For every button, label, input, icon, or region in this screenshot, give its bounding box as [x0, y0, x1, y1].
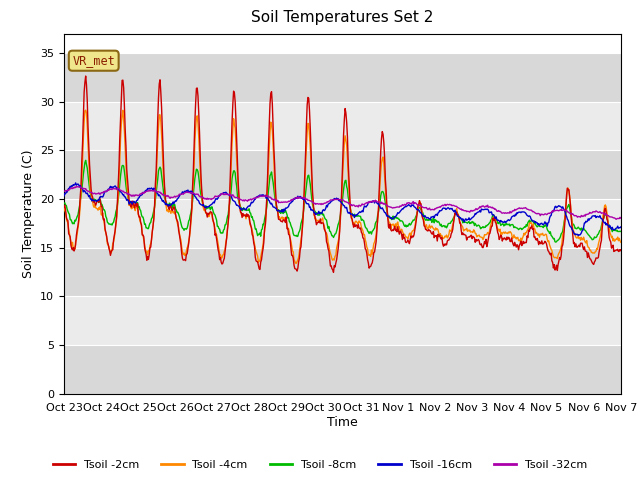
Title: Soil Temperatures Set 2: Soil Temperatures Set 2	[252, 11, 433, 25]
Bar	[64, 150, 621, 199]
Bar	[64, 296, 621, 345]
Bar	[64, 102, 621, 150]
Y-axis label: Soil Temperature (C): Soil Temperature (C)	[22, 149, 35, 278]
Bar	[64, 248, 621, 296]
Legend: Tsoil -2cm, Tsoil -4cm, Tsoil -8cm, Tsoil -16cm, Tsoil -32cm: Tsoil -2cm, Tsoil -4cm, Tsoil -8cm, Tsoi…	[48, 456, 592, 474]
Bar	[64, 199, 621, 248]
X-axis label: Time: Time	[327, 416, 358, 429]
Bar	[64, 53, 621, 102]
Bar	[64, 345, 621, 394]
Text: VR_met: VR_met	[72, 54, 115, 67]
